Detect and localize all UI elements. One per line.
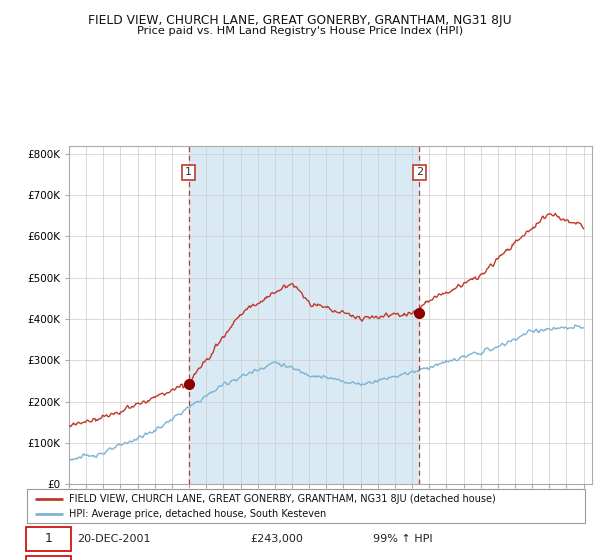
FancyBboxPatch shape xyxy=(26,526,71,551)
FancyBboxPatch shape xyxy=(26,556,71,560)
Text: 1: 1 xyxy=(185,167,192,178)
Bar xyxy=(188,146,419,484)
Text: 1: 1 xyxy=(44,533,52,545)
Text: 99% ↑ HPI: 99% ↑ HPI xyxy=(373,534,433,544)
FancyBboxPatch shape xyxy=(27,489,585,523)
Text: 20-DEC-2001: 20-DEC-2001 xyxy=(77,534,151,544)
Text: FIELD VIEW, CHURCH LANE, GREAT GONERBY, GRANTHAM, NG31 8JU (detached house): FIELD VIEW, CHURCH LANE, GREAT GONERBY, … xyxy=(69,493,496,503)
Text: 2: 2 xyxy=(416,167,423,178)
Text: HPI: Average price, detached house, South Kesteven: HPI: Average price, detached house, Sout… xyxy=(69,509,326,519)
Text: £243,000: £243,000 xyxy=(250,534,303,544)
Text: FIELD VIEW, CHURCH LANE, GREAT GONERBY, GRANTHAM, NG31 8JU: FIELD VIEW, CHURCH LANE, GREAT GONERBY, … xyxy=(88,14,512,27)
Text: Price paid vs. HM Land Registry's House Price Index (HPI): Price paid vs. HM Land Registry's House … xyxy=(137,26,463,36)
